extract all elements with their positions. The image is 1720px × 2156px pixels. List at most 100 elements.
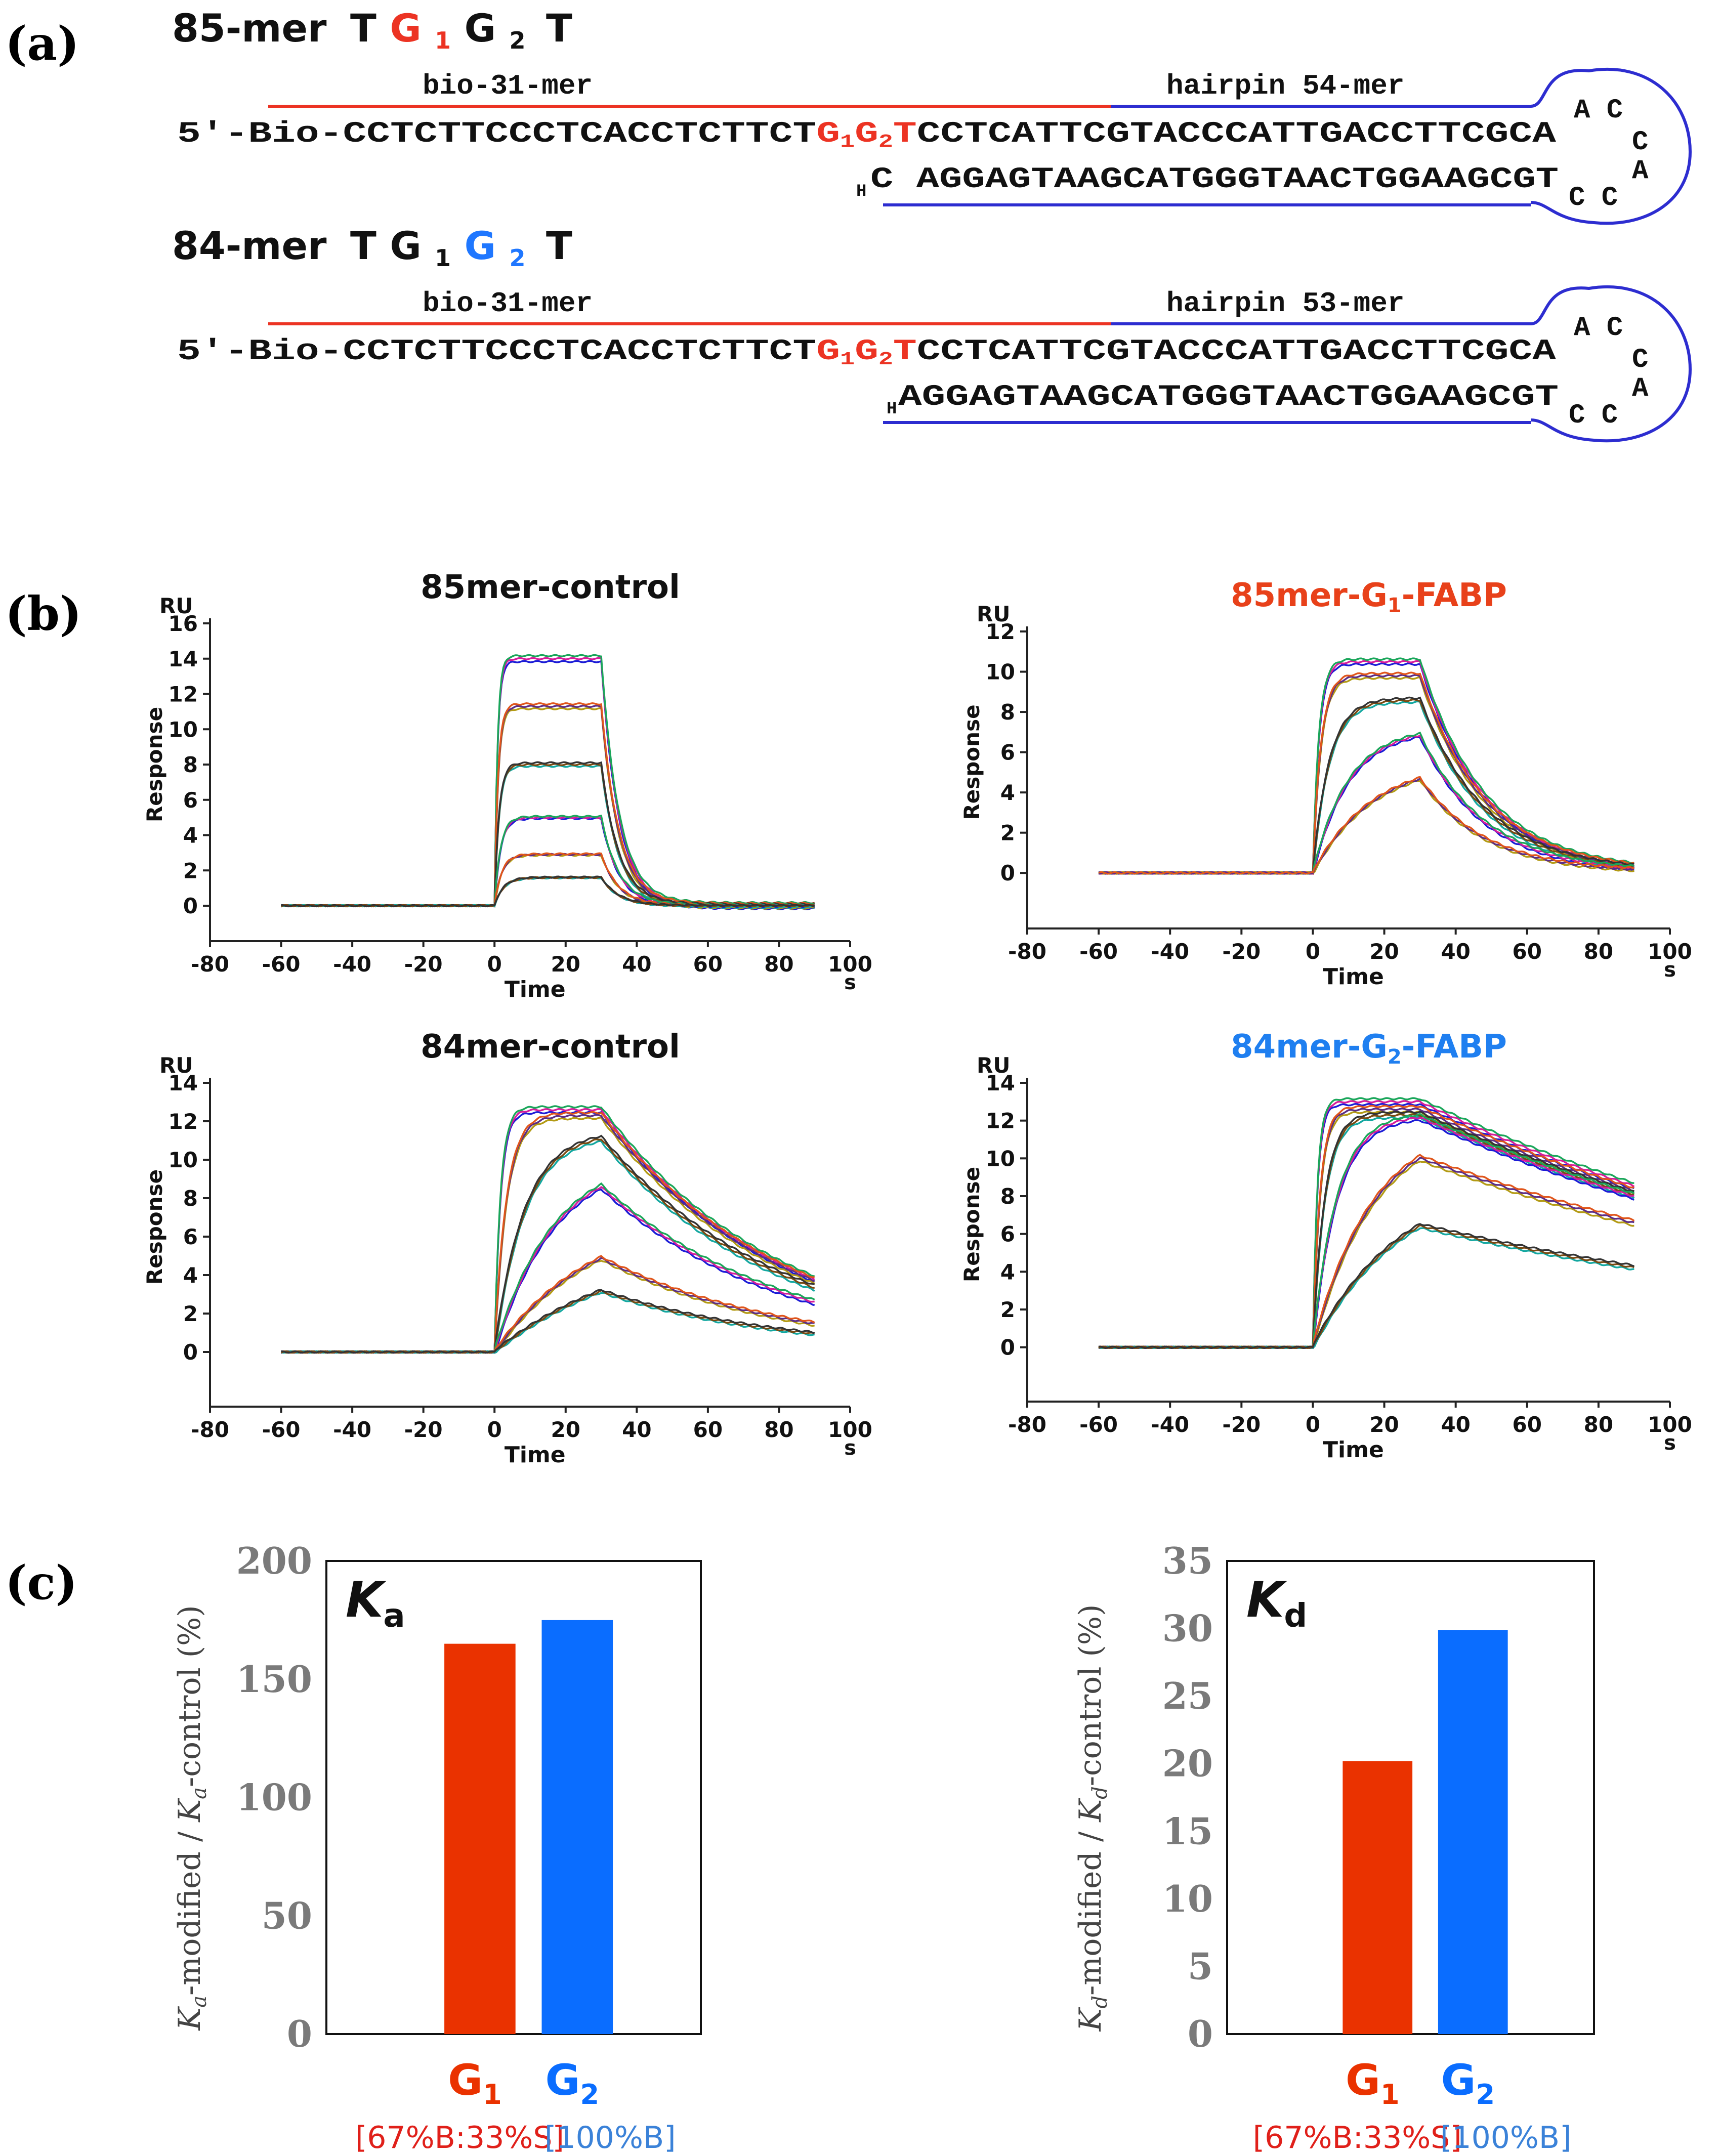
x-tick-label: 20 — [1369, 1412, 1399, 1437]
category-label: G2 — [546, 2055, 600, 2110]
sensorgram-curve — [281, 660, 815, 910]
panel-label-a: (a) — [5, 16, 79, 71]
x-tick-label: 80 — [764, 1417, 793, 1442]
y-tick-label: 30 — [1162, 1607, 1213, 1650]
sensorgram-curve — [1098, 776, 1635, 875]
y-tick-label: 100 — [236, 1776, 312, 1819]
y-unit-label: RU — [977, 1053, 1010, 1078]
strand-2-sequence: AGGAGTAAGCATGGGTAACTGGAAGCGT — [898, 381, 1559, 414]
y-tick-label: 16 — [169, 611, 198, 636]
y-tick-label: 0 — [183, 1340, 198, 1365]
y-tick-label: 2 — [1000, 1297, 1015, 1322]
x-tick-label: -40 — [1151, 1412, 1189, 1437]
chart-title: Kd — [1246, 1572, 1307, 1635]
y-tick-label: 150 — [236, 1658, 312, 1701]
x-axis-label: Time — [1323, 1437, 1384, 1463]
x-tick-label: -60 — [1079, 1412, 1118, 1437]
sensorgram-curve — [1099, 1223, 1634, 1349]
sensorgram-curve — [1098, 1224, 1635, 1349]
sensorgram-85mer-control: 85mer-control RU 0 2 4 6 8 10 12 14 16 Response -80 -… — [142, 569, 872, 1002]
y-tick-label: 10 — [986, 1146, 1015, 1171]
sensorgram-curve — [281, 817, 815, 909]
x-tick-label: 80 — [1584, 1412, 1613, 1437]
footnote-g2: [100%B] — [1440, 2120, 1572, 2155]
construct-84mer: 84-mer T G 1 G 2 T bio-31-mer hairpin 53… — [172, 223, 1692, 443]
x-tick-label: 80 — [1584, 939, 1613, 964]
y-axis-label: Response — [142, 1169, 167, 1285]
sensorgram-curve — [281, 815, 815, 908]
sensorgram-curve — [1098, 662, 1634, 875]
sensorgram-curve — [1098, 1116, 1635, 1349]
sensorgram-curve — [281, 654, 815, 908]
y-tick-label: 0 — [1188, 2012, 1213, 2055]
bar-chart-ka: Ka 0 50 100 150 200 Ka-modified / Ka-control (… — [172, 1539, 702, 2155]
x-tick-label: 60 — [693, 1417, 723, 1442]
x-tick-label: -60 — [262, 1417, 301, 1442]
y-tick-label: 200 — [236, 1539, 312, 1582]
bar — [444, 1643, 516, 2034]
x-tick-label: -60 — [262, 952, 301, 977]
chart-title: 84mer-G2-FABP — [1231, 1028, 1507, 1069]
sensorgram-curve — [281, 1182, 815, 1354]
y-unit-label: RU — [159, 1053, 193, 1078]
x-tick-label: -60 — [1079, 939, 1118, 964]
x-tick-label: 100 — [828, 1417, 872, 1442]
footnote-g1: [67%B:33%S] — [355, 2120, 564, 2155]
y-tick-label: 20 — [1162, 1742, 1213, 1785]
sensorgram-curve — [1098, 1110, 1635, 1349]
y-tick-label: 4 — [183, 1263, 198, 1288]
sensorgram-curve — [281, 816, 815, 908]
category-label: G1 — [448, 2055, 502, 2110]
sensorgram-curve — [1098, 1108, 1634, 1349]
x-tick-label: 100 — [1648, 1412, 1692, 1437]
sensorgram-85mer-g1-fabp: 85mer-G1-FABP RU 0 2 4 6 8 10 12 Response -80 -60 -4… — [959, 577, 1692, 990]
y-tick-label: 6 — [1000, 740, 1015, 765]
sensorgram-curve — [281, 702, 815, 908]
x-tick-label: -80 — [1008, 939, 1046, 964]
bio-label: bio-31-mer — [423, 287, 593, 320]
y-tick-label: 4 — [183, 823, 198, 848]
x-tick-label: 20 — [551, 952, 580, 977]
x-tick-label: 0 — [1306, 1412, 1320, 1437]
sensorgram-curve — [1098, 660, 1635, 875]
chart-title: Ka — [346, 1572, 405, 1635]
y-tick-label: 8 — [1000, 1184, 1015, 1209]
sensorgram-84mer-control: 84mer-control RU 0 2 4 6 8 10 12 14 Response -80 -60… — [142, 1028, 872, 1468]
y-tick-label: 50 — [262, 1894, 312, 1937]
panel-label-c: (c) — [5, 1555, 77, 1610]
footnote-g2: [100%B] — [544, 2120, 676, 2155]
x-tick-label: 0 — [1306, 939, 1320, 964]
hairpin-loop — [1530, 285, 1692, 443]
sensorgram-curve — [281, 853, 815, 908]
x-tick-label: 40 — [622, 1417, 651, 1442]
sensorgram-curve — [1098, 1113, 1634, 1349]
bar — [541, 1620, 613, 2034]
x-unit-label: s — [844, 1436, 856, 1460]
category-label: G2 — [1441, 2055, 1495, 2110]
sensorgram-84mer-g2-fabp: 84mer-G2-FABP RU 0 2 4 6 8 10 12 14 Response -80 -60… — [959, 1028, 1692, 1463]
sensorgram-curve — [281, 1289, 815, 1354]
x-tick-label: -40 — [1151, 939, 1189, 964]
y-tick-label: 4 — [1000, 780, 1015, 805]
x-tick-label: 0 — [487, 952, 502, 977]
sensorgram-curve — [281, 765, 815, 909]
y-tick-label: 6 — [183, 788, 198, 813]
footnote-g1: [67%B:33%S] — [1253, 2120, 1462, 2155]
x-axis-label: Time — [505, 977, 566, 1002]
strand-2-end: H — [856, 182, 866, 201]
panel-label-b: (b) — [5, 586, 81, 641]
sensorgram-curve — [1098, 1110, 1634, 1349]
sensorgram-curve — [1098, 1100, 1635, 1349]
x-tick-label: 20 — [551, 1417, 580, 1442]
x-tick-label: 40 — [622, 952, 651, 977]
y-tick-label: 12 — [986, 619, 1015, 644]
x-tick-label: 100 — [1648, 939, 1692, 964]
y-tick-label: 12 — [169, 682, 198, 707]
loop-a: A — [1632, 373, 1649, 404]
hairpin-loop — [1530, 67, 1692, 225]
sensorgram-curve — [281, 657, 815, 908]
construct-title-84mer: 84-mer T G 1 G 2 T — [172, 223, 572, 275]
y-tick-label: 2 — [1000, 821, 1015, 846]
x-axis-label: Time — [505, 1442, 566, 1468]
